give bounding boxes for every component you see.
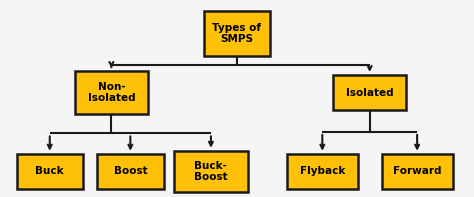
FancyBboxPatch shape [287,154,358,189]
FancyBboxPatch shape [97,154,164,189]
FancyBboxPatch shape [204,11,270,56]
Text: Buck: Buck [36,166,64,176]
FancyBboxPatch shape [333,75,407,110]
Text: Boost: Boost [114,166,147,176]
Text: Isolated: Isolated [346,88,393,98]
FancyBboxPatch shape [74,71,148,114]
FancyBboxPatch shape [174,151,247,192]
Text: Flyback: Flyback [300,166,345,176]
Text: Non-
Isolated: Non- Isolated [88,82,135,103]
Text: Forward: Forward [393,166,441,176]
FancyBboxPatch shape [382,154,453,189]
Text: Buck-
Boost: Buck- Boost [194,161,228,182]
FancyBboxPatch shape [17,154,83,189]
Text: Types of
SMPS: Types of SMPS [212,23,262,44]
